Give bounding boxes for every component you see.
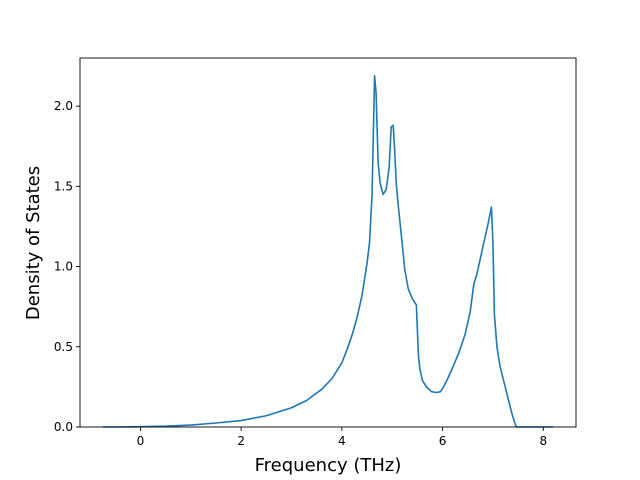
x-tick-label: 6 [439, 434, 447, 448]
plot-area [102, 74, 554, 428]
x-tick-label: 2 [237, 434, 245, 448]
y-tick-label: 1.5 [54, 179, 73, 193]
x-tick-label: 4 [338, 434, 346, 448]
dos-series-line [102, 74, 554, 428]
y-tick-label: 2.0 [54, 99, 73, 113]
x-tick-label: 8 [539, 434, 547, 448]
y-tick-label: 0.5 [54, 340, 73, 354]
y-tick-label: 0.0 [54, 420, 73, 434]
y-tick-label: 1.0 [54, 260, 73, 274]
x-axis-label: Frequency (THz) [255, 455, 402, 476]
x-axis-ticks: 0 2 4 6 8 [137, 427, 547, 448]
x-tick-label: 0 [137, 434, 145, 448]
y-axis-label: Density of States [23, 166, 44, 320]
y-axis-ticks: 0.0 0.5 1.0 1.5 2.0 [54, 99, 80, 434]
axes-frame [79, 57, 577, 428]
